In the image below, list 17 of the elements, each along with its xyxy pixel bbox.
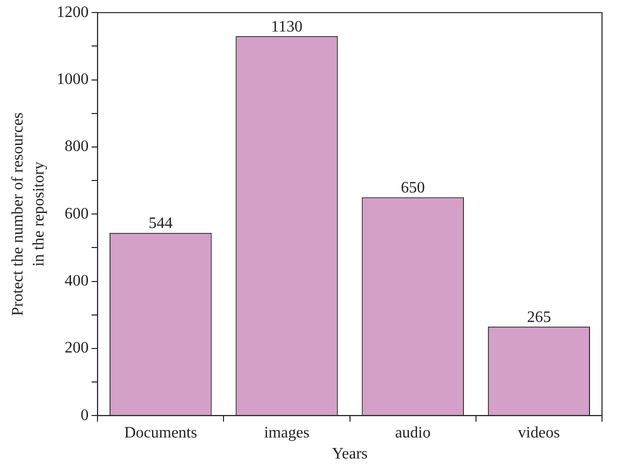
data-label: 1130 <box>271 18 302 36</box>
y-tick-label: 1000 <box>56 70 89 88</box>
y-tick-label: 600 <box>64 205 89 222</box>
x-tick-label: audio <box>395 424 431 442</box>
x-tick-label: Documents <box>124 424 198 442</box>
y-tick-label: 1200 <box>56 4 89 21</box>
x-tick-label: images <box>264 424 310 442</box>
data-label: 650 <box>400 180 425 197</box>
y-tick-label: 0 <box>80 406 89 424</box>
y-tick-label: 400 <box>64 272 89 290</box>
y-tick-label: 800 <box>64 138 89 156</box>
data-label: 544 <box>148 215 173 232</box>
y-axis-title: Protect the number of resources in the repository <box>10 112 48 316</box>
x-axis-title: Years <box>332 446 368 463</box>
data-label: 265 <box>526 308 551 326</box>
y-tick-label: 200 <box>64 340 89 357</box>
x-tick-label: videos <box>518 424 560 442</box>
